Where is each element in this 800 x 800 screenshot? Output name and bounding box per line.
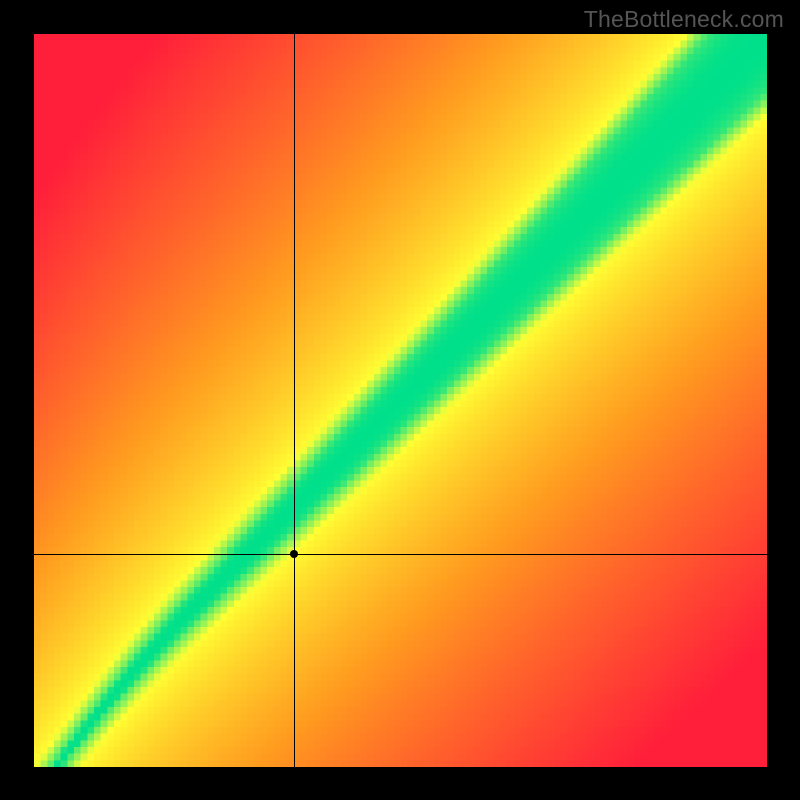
crosshair-horizontal [34, 554, 767, 555]
bottleneck-heatmap [34, 34, 767, 767]
crosshair-marker [290, 550, 298, 558]
crosshair-vertical [294, 34, 295, 767]
watermark-text: TheBottleneck.com [584, 6, 784, 33]
